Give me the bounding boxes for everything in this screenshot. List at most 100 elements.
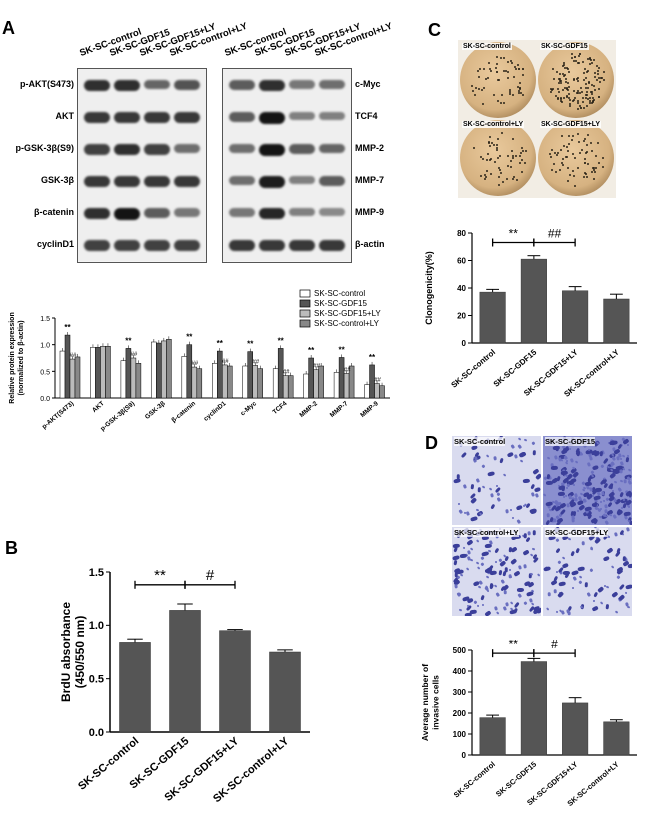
colony <box>484 178 487 181</box>
invasive-cell <box>516 518 522 524</box>
colony <box>507 71 509 74</box>
bar <box>603 721 630 756</box>
colony <box>559 97 562 100</box>
colony <box>482 102 485 105</box>
invasive-cell <box>533 487 541 493</box>
invasive-cell <box>532 608 541 615</box>
invasive-cell <box>614 531 618 537</box>
colony <box>584 161 587 164</box>
colony <box>584 67 587 70</box>
colony <box>586 163 589 166</box>
y-tick-label: 40 <box>457 284 466 293</box>
colony <box>509 166 512 169</box>
protein-band <box>319 240 345 251</box>
significance-label: ## <box>283 370 290 376</box>
colony <box>563 73 566 76</box>
protein-band <box>114 112 140 123</box>
colony <box>590 142 593 145</box>
invasive-cell <box>571 570 579 576</box>
blot-label: MMP-9 <box>355 207 384 217</box>
colony <box>580 149 583 152</box>
y-tick-label: 0.0 <box>40 396 50 403</box>
colony <box>578 141 581 144</box>
bar <box>130 357 137 399</box>
colony <box>489 68 492 71</box>
bar <box>479 717 506 756</box>
colony <box>552 162 555 165</box>
colony <box>579 105 582 108</box>
x-tick-label: MMP-9 <box>359 400 380 419</box>
invasive-cell <box>506 452 514 458</box>
invasive-cell <box>624 591 628 595</box>
colony <box>588 57 591 60</box>
colony <box>573 157 576 160</box>
invasive-cell <box>527 531 531 536</box>
colony <box>586 86 589 89</box>
y-tick-label: 1.0 <box>40 343 50 350</box>
protein-band <box>229 112 255 122</box>
invasive-cell <box>626 443 629 446</box>
significance-label: ## <box>252 359 259 365</box>
invasive-cell <box>470 483 475 490</box>
invasive-cell <box>587 476 592 482</box>
colony <box>560 148 563 151</box>
y-axis-label: BrdU absorbance <box>59 602 73 702</box>
invasive-cell <box>454 584 458 589</box>
colony <box>577 107 580 110</box>
y-axis-label: Average number of <box>420 664 430 741</box>
invasive-cell <box>530 491 535 497</box>
invasive-cell <box>572 586 575 589</box>
colony <box>589 91 592 94</box>
bar <box>161 340 167 399</box>
bar <box>374 383 380 399</box>
colony <box>577 90 580 93</box>
dish-label: SK-SC-control <box>462 43 512 50</box>
invasive-cell <box>563 454 568 460</box>
colony <box>562 64 565 67</box>
blot-row <box>223 101 351 134</box>
invasive-cell <box>475 477 480 483</box>
blot-row <box>78 229 206 261</box>
invasive-cell <box>594 537 602 545</box>
colony <box>515 68 518 71</box>
panel-a-label: A <box>2 18 15 38</box>
colony <box>586 70 589 73</box>
invasive-cell <box>609 472 617 479</box>
invasive-cell <box>462 484 467 489</box>
bar <box>156 342 162 399</box>
bar <box>181 356 188 399</box>
colony <box>601 157 604 160</box>
significance-label: ** <box>338 345 345 354</box>
bar <box>100 346 106 399</box>
invasive-cell <box>522 478 530 483</box>
colony <box>508 91 511 94</box>
invasive-cell <box>512 516 515 520</box>
invasive-cell <box>517 587 525 592</box>
invasive-cell <box>510 558 518 566</box>
invasive-cell <box>509 575 512 578</box>
significance-label: # <box>551 640 558 651</box>
colony <box>488 136 491 139</box>
protein-band <box>289 80 315 89</box>
colony <box>572 134 575 137</box>
bar <box>196 368 203 399</box>
bar <box>169 610 201 733</box>
legend-swatch <box>299 299 311 308</box>
invasive-cell <box>622 556 626 562</box>
invasive-cell <box>481 603 485 606</box>
petri-dish <box>538 120 614 196</box>
colony <box>548 152 551 155</box>
colony <box>594 71 597 74</box>
invasive-cell <box>588 486 593 492</box>
invasive-cell <box>608 513 613 518</box>
colony <box>497 99 500 102</box>
colony <box>594 155 597 158</box>
invasive-cell <box>495 592 500 597</box>
x-tick-label: MMP-7 <box>329 400 350 419</box>
colony <box>577 132 580 135</box>
invasive-cell <box>453 546 458 553</box>
bar <box>303 373 309 399</box>
bar <box>333 372 340 399</box>
y-axis-label: (normalized to β-actin) <box>18 320 25 395</box>
colony <box>502 101 505 104</box>
